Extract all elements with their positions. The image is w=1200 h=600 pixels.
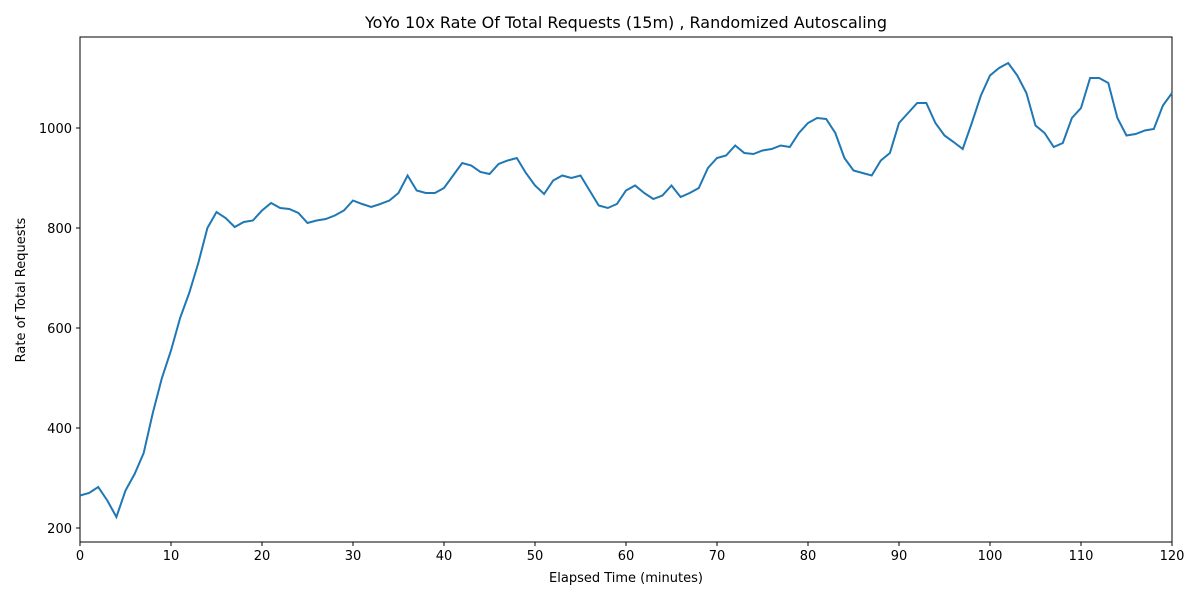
x-axis-label: Elapsed Time (minutes) [549,571,703,586]
y-tick-label: 400 [47,422,72,437]
x-tick-label: 30 [345,549,362,564]
y-tick-label: 800 [47,222,72,237]
y-tick-label: 600 [47,322,72,337]
x-tick-label: 110 [1069,549,1094,564]
y-tick-label: 1000 [39,122,72,137]
chart-title: YoYo 10x Rate Of Total Requests (15m) , … [364,13,887,32]
x-tick-label: 120 [1160,549,1185,564]
x-tick-label: 90 [891,549,908,564]
x-tick-label: 100 [978,549,1003,564]
plot-frame [79,36,1173,543]
x-tick-label: 60 [618,549,635,564]
y-axis-label: Rate of Total Requests [14,217,29,362]
x-tick-label: 70 [709,549,726,564]
x-tick-label: 80 [800,549,817,564]
data-line [79,61,1173,520]
x-tick-label: 10 [163,549,180,564]
y-tick-label: 200 [47,522,72,537]
x-tick-label: 0 [76,549,84,564]
x-tick-label: 20 [254,549,271,564]
x-tick-label: 50 [527,549,544,564]
x-tick-label: 40 [436,549,453,564]
